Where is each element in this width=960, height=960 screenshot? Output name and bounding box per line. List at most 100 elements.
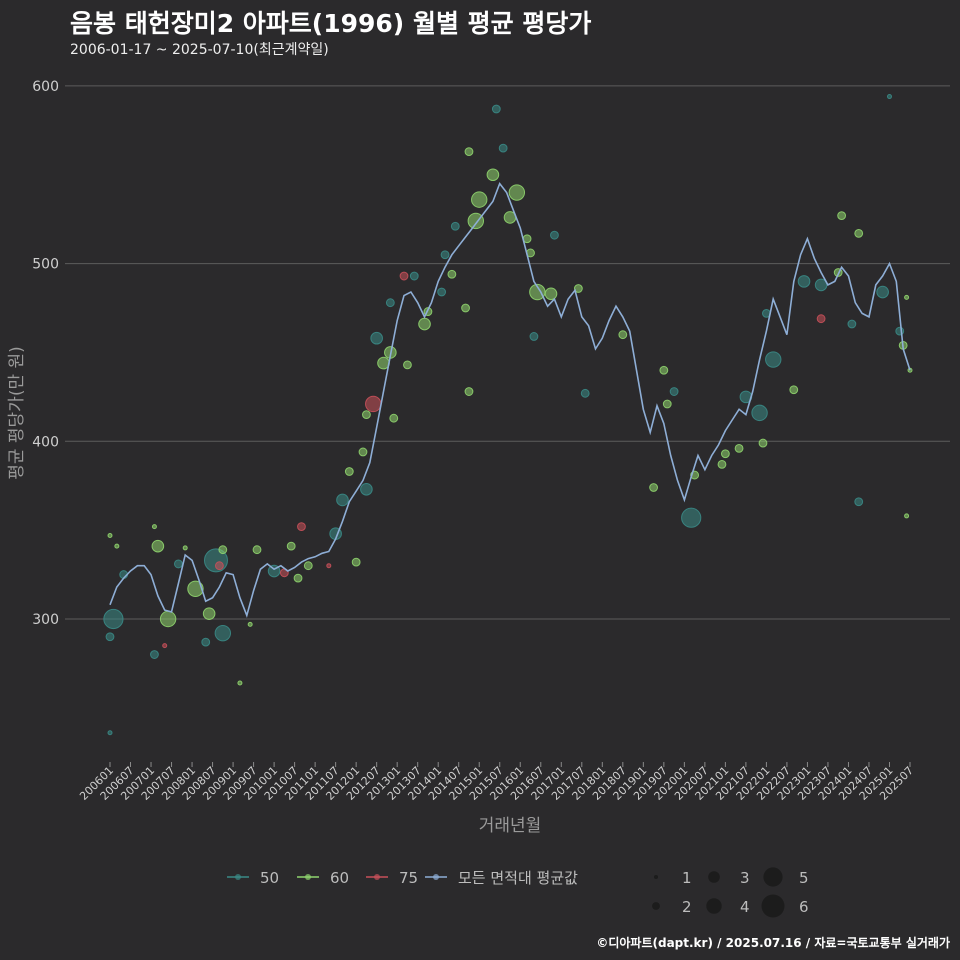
- y-axis-ticks: 300 400 500 600: [32, 79, 59, 628]
- chart-title: 음봉 태헌장미2 아파트(1996) 월별 평균 평당가: [70, 9, 592, 38]
- x-axis-title: 거래년월: [479, 816, 542, 836]
- bubble-point: [237, 680, 243, 686]
- bubble-point: [362, 410, 371, 420]
- bubble-point: [847, 319, 857, 329]
- legend-size-label: 1: [682, 869, 692, 887]
- bubble-point: [765, 351, 782, 368]
- legend-size-dot: [706, 898, 722, 914]
- legend-label: 50: [260, 869, 279, 887]
- bubble-point: [297, 522, 306, 531]
- bubble-point: [403, 360, 412, 370]
- bubble-point: [904, 294, 910, 300]
- legend-size-dot: [708, 871, 720, 883]
- bubble-point: [814, 278, 828, 292]
- legend: 50 60 75 모든 면적대 평균값 1 2 3 4 5 6: [227, 867, 809, 918]
- chart-subtitle: 2006-01-17 ~ 2025-07-10(최근계약일): [70, 42, 329, 58]
- bubble-point: [201, 637, 211, 647]
- bubble-point: [385, 298, 395, 308]
- y-tick-label: 300: [32, 612, 59, 628]
- bubble-point: [717, 460, 727, 469]
- y-tick-label: 500: [32, 257, 59, 273]
- bubble-point: [669, 387, 679, 396]
- bubble-point: [447, 269, 457, 279]
- legend-size-label: 5: [799, 869, 809, 887]
- bubble-layer: [103, 94, 913, 736]
- bubble-point: [649, 483, 658, 492]
- bubble-point: [450, 221, 460, 231]
- bubble-point: [409, 271, 419, 281]
- bubble-point: [895, 326, 905, 336]
- bubble-point: [252, 545, 262, 555]
- bubble-point: [151, 524, 157, 530]
- bubble-point: [399, 271, 409, 281]
- bubble-point: [797, 275, 811, 288]
- bubble-point: [370, 331, 383, 345]
- bubble-point: [904, 513, 910, 519]
- bubble-point: [159, 610, 177, 628]
- source-caption: ©디아파트(dapt.kr) / 2025.07.16 / 자료=국토교통부 실…: [596, 936, 950, 950]
- bubble-point: [114, 543, 120, 549]
- bubble-point: [491, 104, 501, 114]
- bubble-point: [286, 541, 296, 551]
- bubble-point: [734, 444, 744, 453]
- bubble-point: [681, 507, 702, 528]
- bubble-point: [440, 250, 450, 260]
- bubble-point: [360, 482, 373, 496]
- bubble-point: [214, 625, 232, 642]
- bubble-point: [467, 212, 485, 230]
- y-tick-label: 600: [32, 79, 59, 95]
- bubble-point: [418, 317, 431, 331]
- bubble-point: [544, 287, 558, 301]
- bubble-point: [326, 563, 332, 569]
- bubble-point: [876, 285, 889, 299]
- bubble-point: [389, 413, 399, 423]
- bubble-point: [344, 467, 354, 476]
- bubble-point: [837, 211, 847, 221]
- bubble-point: [218, 545, 228, 555]
- bubble-point: [550, 230, 559, 240]
- bubble-point: [293, 573, 303, 583]
- bubble-point: [498, 143, 508, 153]
- bubble-point: [173, 559, 183, 569]
- bubble-point: [471, 191, 488, 208]
- bubble-point: [789, 385, 799, 395]
- bubble-point: [461, 303, 470, 313]
- x-axis-ticks: 2006012006072007012007072008012008072009…: [77, 762, 916, 803]
- y-tick-label: 400: [32, 434, 59, 450]
- legend-size-dot: [654, 875, 658, 879]
- average-price-line: [109, 181, 911, 618]
- grid-lines: [65, 85, 950, 620]
- legend-label: 60: [330, 869, 349, 887]
- bubble-point: [886, 94, 892, 100]
- legend-size-label: 4: [740, 898, 750, 916]
- bubble-point: [187, 580, 204, 597]
- bubble-point: [758, 438, 768, 448]
- bubble-point: [751, 404, 768, 422]
- bubble-point: [662, 399, 672, 409]
- bubble-point: [247, 621, 253, 627]
- bubble-point: [336, 493, 349, 507]
- bubble-point: [151, 539, 165, 553]
- bubble-point: [358, 447, 368, 457]
- legend-key-dot: [305, 874, 311, 880]
- bubble-point: [816, 314, 826, 324]
- bubble-point: [464, 387, 474, 396]
- legend-size-label: 6: [799, 898, 809, 916]
- bubble-point: [508, 184, 526, 201]
- legend-size-dot: [652, 902, 660, 910]
- bubble-point: [486, 168, 500, 182]
- bubble-point: [464, 147, 474, 157]
- bubble-point: [107, 730, 113, 736]
- bubble-point: [854, 497, 864, 507]
- bubble-point: [303, 561, 313, 571]
- legend-size-dot: [761, 894, 785, 918]
- bubble-point: [580, 388, 590, 398]
- bubble-point: [103, 608, 124, 630]
- bubble-point: [202, 607, 216, 620]
- bubble-point: [720, 449, 730, 459]
- bubble-point: [162, 643, 168, 649]
- legend-size-label: 3: [740, 869, 750, 887]
- y-axis-title: 평균 평당가(만 원): [7, 346, 27, 480]
- bubble-point: [437, 287, 447, 297]
